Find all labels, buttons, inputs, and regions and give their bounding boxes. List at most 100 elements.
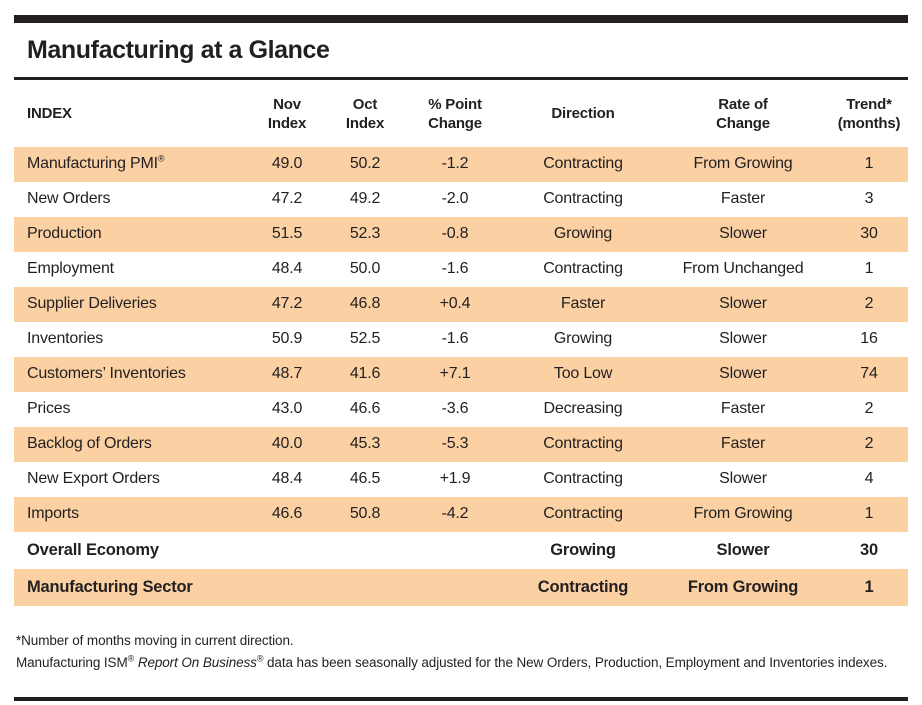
row-label: Manufacturing PMI® bbox=[27, 153, 165, 172]
table-row: Manufacturing PMI® 49.0 50.2 -1.2 Contractin… bbox=[14, 146, 908, 182]
cell-oct: 46.8 bbox=[349, 295, 381, 312]
column-header-index: INDEX bbox=[27, 105, 72, 123]
cell-nov: 50.9 bbox=[271, 330, 303, 347]
cell-oct: 50.0 bbox=[349, 260, 381, 277]
title-rule bbox=[14, 77, 908, 80]
cell-nov: 47.2 bbox=[271, 295, 303, 312]
cell-nov: 40.0 bbox=[271, 435, 303, 452]
row-label: Supplier Deliveries bbox=[27, 295, 157, 312]
cell-direction: Too Low bbox=[553, 365, 613, 382]
cell-nov bbox=[244, 532, 330, 569]
row-label: Backlog of Orders bbox=[27, 435, 152, 452]
column-header-nov: Nov Index bbox=[267, 96, 307, 132]
cell-rate: Slower bbox=[719, 225, 767, 242]
cell-change: +7.1 bbox=[439, 365, 471, 382]
cell-oct: 50.2 bbox=[349, 155, 381, 172]
cell-trend: 2 bbox=[864, 435, 874, 452]
cell-direction: Contracting bbox=[543, 260, 623, 277]
cell-change: -0.8 bbox=[441, 225, 469, 242]
row-label: Manufacturing Sector bbox=[27, 577, 193, 596]
table-row: Supplier Deliveries 47.2 46.8 +0.4 Faster Slo… bbox=[14, 286, 908, 322]
cell-change bbox=[400, 532, 510, 569]
row-label: Prices bbox=[27, 400, 71, 417]
row-label: New Export Orders bbox=[27, 470, 160, 487]
manufacturing-table: INDEX Nov Index Oct Index % Point Change Dir… bbox=[14, 80, 908, 606]
row-label: Inventories bbox=[27, 330, 104, 347]
table-row: Production 51.5 52.3 -0.8 Growing Slower 30 bbox=[14, 216, 908, 252]
top-rule bbox=[14, 15, 908, 23]
cell-change bbox=[400, 569, 510, 606]
cell-nov: 47.2 bbox=[271, 190, 303, 207]
registered-mark: ® bbox=[157, 153, 165, 164]
cell-nov: 43.0 bbox=[271, 400, 303, 417]
cell-direction: Faster bbox=[560, 295, 606, 312]
cell-oct: 52.5 bbox=[349, 330, 381, 347]
footnotes: *Number of months moving in current dire… bbox=[16, 630, 908, 675]
cell-nov: 48.4 bbox=[271, 260, 303, 277]
bottom-rule bbox=[14, 697, 908, 702]
cell-rate: Slower bbox=[719, 295, 767, 312]
footnote-seasonal-adjustment: Manufacturing ISM® Report On Business® d… bbox=[16, 653, 888, 670]
table-row: Overall Economy Growing Slower 30 bbox=[14, 532, 908, 569]
cell-change: -3.6 bbox=[441, 400, 469, 417]
cell-rate: Slower bbox=[719, 470, 767, 487]
cell-direction: Contracting bbox=[543, 470, 623, 487]
cell-direction: Growing bbox=[550, 540, 616, 559]
cell-oct: 41.6 bbox=[349, 365, 381, 382]
cell-trend: 2 bbox=[864, 400, 874, 417]
table-body: Manufacturing PMI® 49.0 50.2 -1.2 Contractin… bbox=[14, 146, 908, 606]
cell-direction: Contracting bbox=[543, 155, 623, 172]
table-row: Imports 46.6 50.8 -4.2 Contracting From Growi… bbox=[14, 496, 908, 532]
cell-oct: 46.6 bbox=[349, 400, 381, 417]
cell-change: -1.2 bbox=[441, 155, 469, 172]
cell-trend: 16 bbox=[860, 330, 878, 347]
cell-trend: 1 bbox=[864, 260, 874, 277]
row-label: Customers’ Inventories bbox=[27, 365, 186, 382]
cell-trend: 30 bbox=[860, 225, 878, 242]
cell-nov: 46.6 bbox=[271, 505, 303, 522]
cell-nov: 48.7 bbox=[271, 365, 303, 382]
cell-oct bbox=[330, 569, 400, 606]
cell-nov: 51.5 bbox=[271, 225, 303, 242]
cell-direction: Contracting bbox=[543, 435, 623, 452]
cell-rate: Faster bbox=[720, 190, 766, 207]
cell-change: +0.4 bbox=[439, 295, 471, 312]
cell-oct bbox=[330, 532, 400, 569]
cell-trend: 1 bbox=[864, 577, 874, 596]
row-label: Production bbox=[27, 225, 102, 242]
table-row: New Export Orders 48.4 46.5 +1.9 Contracting… bbox=[14, 462, 908, 497]
cell-trend: 3 bbox=[864, 190, 874, 207]
cell-rate: From Unchanged bbox=[682, 260, 804, 277]
page-title: Manufacturing at a Glance bbox=[27, 36, 330, 64]
row-label: Overall Economy bbox=[27, 540, 159, 559]
cell-rate: Faster bbox=[720, 435, 766, 452]
cell-rate: Faster bbox=[720, 400, 766, 417]
cell-oct: 46.5 bbox=[349, 470, 381, 487]
column-header-direction: Direction bbox=[551, 105, 615, 123]
cell-oct: 52.3 bbox=[349, 225, 381, 242]
cell-change: +1.9 bbox=[439, 470, 471, 487]
cell-nov: 48.4 bbox=[271, 470, 303, 487]
cell-direction: Contracting bbox=[537, 577, 629, 596]
column-header-trend: Trend* (months) bbox=[837, 96, 901, 132]
column-header-rate: Rate of Change bbox=[716, 96, 770, 132]
row-label: Employment bbox=[27, 260, 114, 277]
cell-change: -5.3 bbox=[441, 435, 469, 452]
column-header-oct: Oct Index bbox=[345, 96, 385, 132]
table-row: Employment 48.4 50.0 -1.6 Contracting From Un… bbox=[14, 252, 908, 287]
cell-change: -4.2 bbox=[441, 505, 469, 522]
table-header: INDEX Nov Index Oct Index % Point Change Dir… bbox=[14, 80, 908, 147]
cell-direction: Contracting bbox=[543, 505, 623, 522]
cell-trend: 30 bbox=[860, 540, 878, 559]
table-row: Inventories 50.9 52.5 -1.6 Growing Slower 16 bbox=[14, 322, 908, 357]
cell-rate: Slower bbox=[716, 540, 770, 559]
cell-trend: 74 bbox=[860, 365, 878, 382]
cell-rate: From Growing bbox=[693, 155, 793, 172]
cell-rate: From Growing bbox=[693, 505, 793, 522]
table-row: Backlog of Orders 40.0 45.3 -5.3 Contracting… bbox=[14, 426, 908, 462]
cell-change: -1.6 bbox=[441, 260, 469, 277]
column-header-change: % Point Change bbox=[428, 96, 482, 132]
cell-trend: 4 bbox=[864, 470, 874, 487]
cell-nov bbox=[244, 569, 330, 606]
